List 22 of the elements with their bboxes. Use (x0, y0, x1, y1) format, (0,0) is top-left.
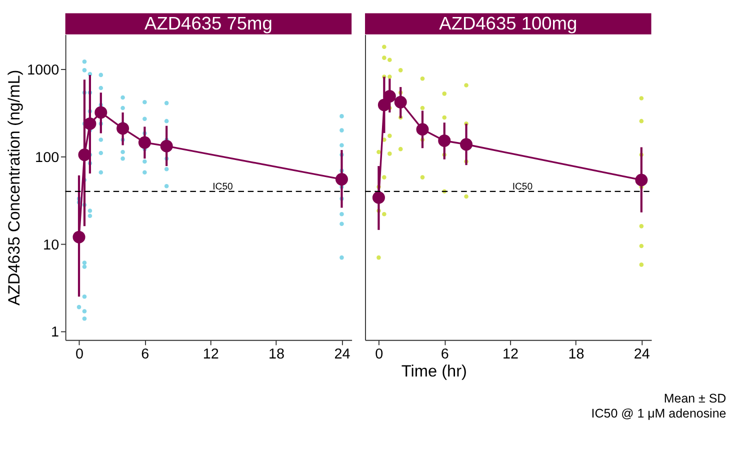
x-tick-label: 24 (634, 346, 650, 363)
x-tick-label: 0 (75, 346, 84, 363)
x-tick-label: 0 (375, 346, 384, 363)
chart-title: AZD4635 75mg (144, 12, 272, 34)
ref-line-label: IC50 (212, 181, 233, 192)
x-tick-label: 18 (568, 346, 584, 363)
x-tick-label: 6 (440, 346, 449, 363)
y-tick-label: 100 (35, 150, 60, 166)
x-tick-label: 12 (202, 346, 219, 363)
y-tick-label: 10 (43, 237, 60, 254)
x-tick-label: 24 (334, 346, 350, 363)
x-tick-label: 6 (141, 346, 150, 363)
chart-title: AZD4635 100mg (439, 12, 578, 34)
y-tick-label: 1000 (27, 62, 60, 78)
y-axis-title: AZD4635 Concentration (ng/mL) (5, 70, 24, 306)
y-tick-label: 1 (51, 324, 60, 341)
text: Mean ± SD (664, 391, 726, 406)
x-tick-label: 12 (502, 346, 519, 363)
x-axis-title: Time (hr) (401, 362, 467, 380)
text: IC50 @ 1 μM adenosine (591, 406, 726, 421)
x-tick-label: 18 (268, 346, 285, 363)
ref-line-label: IC50 (512, 181, 533, 192)
